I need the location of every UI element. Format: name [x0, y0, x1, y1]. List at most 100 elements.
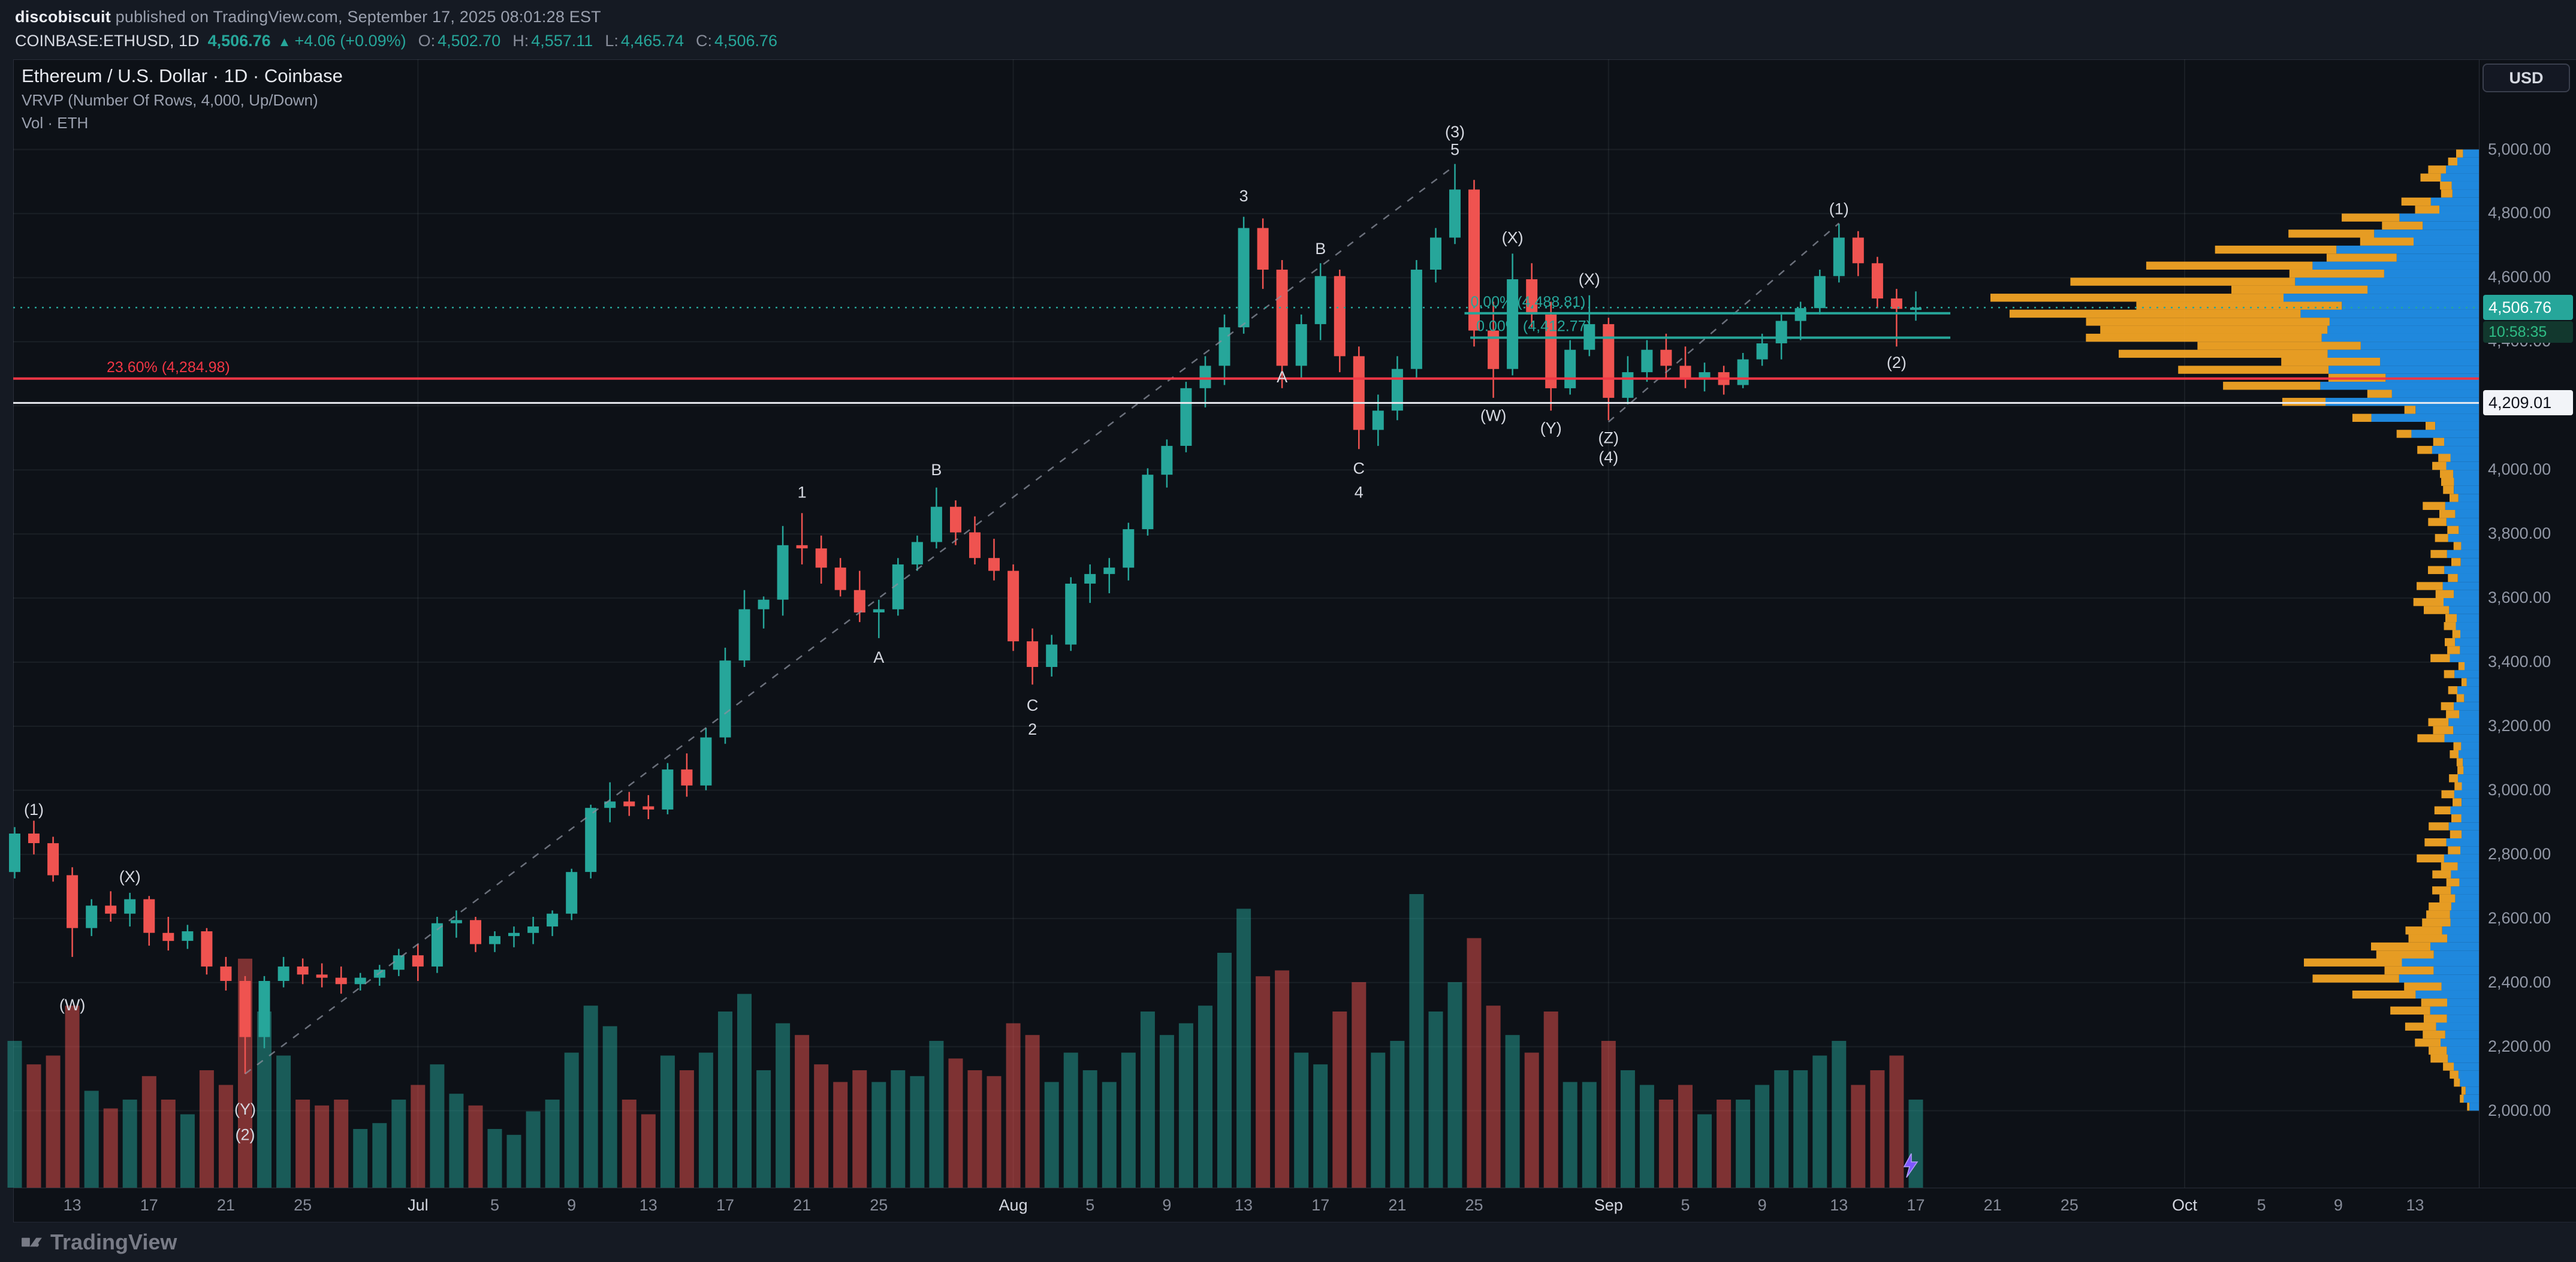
wave-label[interactable]: 2 — [1028, 720, 1037, 738]
footer: TradingView — [0, 1222, 2576, 1262]
time-tick: 13 — [639, 1196, 657, 1214]
high-value: 4,557.11 — [531, 32, 593, 50]
chart-title[interactable]: Ethereum / U.S. Dollar · 1D · Coinbase — [22, 65, 343, 86]
indicator-vrvp[interactable]: VRVP (Number Of Rows, 4,000, Up/Down) — [22, 91, 318, 109]
time-tick: 9 — [2333, 1196, 2343, 1214]
wave-label[interactable]: A — [1277, 368, 1287, 386]
time-tick: 21 — [216, 1196, 235, 1214]
wave-label[interactable]: C — [1027, 696, 1039, 714]
alert-price-badge: 4,209.01 — [2483, 390, 2573, 416]
last-price-badge: 4,506.76 — [2483, 295, 2573, 321]
wave-label[interactable]: (1) — [1829, 200, 1849, 218]
time-tick: 5 — [490, 1196, 500, 1214]
price-tick: 2,400.00 — [2488, 973, 2551, 991]
low-label: L: — [605, 32, 619, 50]
wave-label[interactable]: (1) — [24, 801, 44, 819]
open-value: 4,502.70 — [438, 32, 501, 50]
wave-label[interactable]: B — [1315, 240, 1326, 258]
wave-label[interactable]: (Y) — [234, 1100, 256, 1118]
price-tick: 3,000.00 — [2488, 780, 2551, 799]
price-axis[interactable]: USD 5,000.004,800.004,600.004,400.004,20… — [2479, 59, 2576, 1188]
chart-legend: Ethereum / U.S. Dollar · 1D · Coinbase V… — [22, 65, 343, 132]
time-tick: 13 — [1830, 1196, 1848, 1214]
price-tick: 4,000.00 — [2488, 460, 2551, 479]
indicator-volume[interactable]: Vol · ETH — [22, 114, 89, 132]
time-tick: 13 — [63, 1196, 82, 1214]
price-tick: 2,600.00 — [2488, 908, 2551, 927]
wave-label[interactable]: A — [873, 648, 884, 666]
last-price-text: 4,506.76 — [207, 32, 271, 50]
time-tick: 25 — [2060, 1196, 2079, 1214]
tradingview-mark-icon — [22, 1237, 42, 1247]
publish-header: discobiscuit published on TradingView.co… — [0, 0, 2576, 59]
time-tick: 5 — [1681, 1196, 1690, 1214]
time-tick: 21 — [1388, 1196, 1407, 1214]
low-value: 4,465.74 — [620, 32, 684, 50]
wave-label[interactable]: C — [1353, 460, 1365, 478]
time-tick: 21 — [793, 1196, 812, 1214]
time-tick: Aug — [999, 1196, 1028, 1214]
time-tick: Sep — [1594, 1196, 1623, 1214]
wave-label[interactable]: (X) — [1579, 270, 1600, 288]
volume-profile — [1990, 149, 2479, 1111]
high-label: H: — [512, 32, 529, 50]
event-marker-icon[interactable] — [1903, 1153, 1919, 1178]
time-tick: 13 — [2406, 1196, 2424, 1214]
price-tick: 2,800.00 — [2488, 844, 2551, 863]
tradingview-logo[interactable]: TradingView — [20, 1230, 177, 1255]
time-tick: Jul — [408, 1196, 429, 1214]
wave-label[interactable]: (X) — [119, 868, 141, 886]
fib-line-0-upper-label: 0.00% (4,488.81) — [1471, 294, 1586, 310]
close-label: C: — [695, 32, 712, 50]
price-tick: 3,800.00 — [2488, 524, 2551, 543]
wave-label[interactable]: 4 — [1355, 484, 1364, 502]
time-tick: 17 — [716, 1196, 734, 1214]
fib-line-0-lower-label: 0.00% (4,412.77) — [1476, 318, 1591, 335]
price-tick: 3,400.00 — [2488, 652, 2551, 671]
chart-pane-background — [13, 59, 2576, 1222]
time-tick: 17 — [1907, 1196, 1925, 1214]
symbol-summary: COINBASE:ETHUSD, 1D 4,506.76 ▲ +4.06 (+0.09… — [15, 32, 2576, 50]
time-tick: 9 — [567, 1196, 577, 1214]
price-tick: 3,200.00 — [2488, 716, 2551, 735]
trendline[interactable] — [245, 165, 1456, 1074]
price-tick: 3,600.00 — [2488, 588, 2551, 607]
wave-label[interactable]: (W) — [59, 996, 85, 1014]
open-label: O: — [418, 32, 436, 50]
wave-label[interactable]: (2) — [1887, 354, 1907, 372]
wave-label[interactable]: B — [931, 461, 942, 479]
candles-series — [9, 164, 1922, 1074]
time-tick: 21 — [1983, 1196, 2002, 1214]
price-tick: 4,800.00 — [2488, 204, 2551, 222]
time-tick: 5 — [2257, 1196, 2266, 1214]
wave-label[interactable]: 5 — [1450, 141, 1459, 159]
price-tick: 4,600.00 — [2488, 268, 2551, 286]
chart-overlay: Ethereum / U.S. Dollar · 1D · Coinbase V… — [13, 59, 2576, 1222]
symbol-name[interactable]: COINBASE:ETHUSD, 1D — [15, 32, 200, 50]
currency-toggle-button[interactable]: USD — [2483, 64, 2570, 92]
time-tick: 25 — [870, 1196, 888, 1214]
publish-info: published on TradingView.com, September … — [110, 8, 601, 26]
time-tick: 5 — [1085, 1196, 1095, 1214]
wave-label[interactable]: (3) — [1445, 123, 1465, 141]
wave-label[interactable]: (Z) — [1598, 429, 1619, 447]
time-tick: 25 — [294, 1196, 312, 1214]
time-tick: 17 — [140, 1196, 158, 1214]
up-arrow-icon: ▲ — [277, 34, 291, 49]
author-name[interactable]: discobiscuit — [15, 8, 111, 26]
wave-label[interactable]: 1 — [798, 484, 807, 502]
tradingview-brand-text: TradingView — [50, 1230, 177, 1254]
wave-label[interactable]: (Y) — [1540, 419, 1562, 437]
time-tick: 25 — [1465, 1196, 1483, 1214]
wave-label[interactable]: (W) — [1480, 406, 1506, 424]
wave-label[interactable]: (4) — [1598, 448, 1618, 466]
wave-label[interactable]: (2) — [236, 1126, 255, 1144]
price-tick: 2,200.00 — [2488, 1037, 2551, 1055]
wave-label[interactable]: (X) — [1502, 229, 1524, 247]
price-tick: 2,000.00 — [2488, 1101, 2551, 1119]
time-axis[interactable]: 13 17 21 25 Jul 5 9 13 17 21 25 Aug 5 9 13 17 21 25 Sep 5 9 1… — [13, 1188, 2576, 1222]
wave-label[interactable]: 3 — [1239, 187, 1248, 205]
time-tick: 9 — [1162, 1196, 1172, 1214]
trendline[interactable] — [1607, 222, 1840, 422]
